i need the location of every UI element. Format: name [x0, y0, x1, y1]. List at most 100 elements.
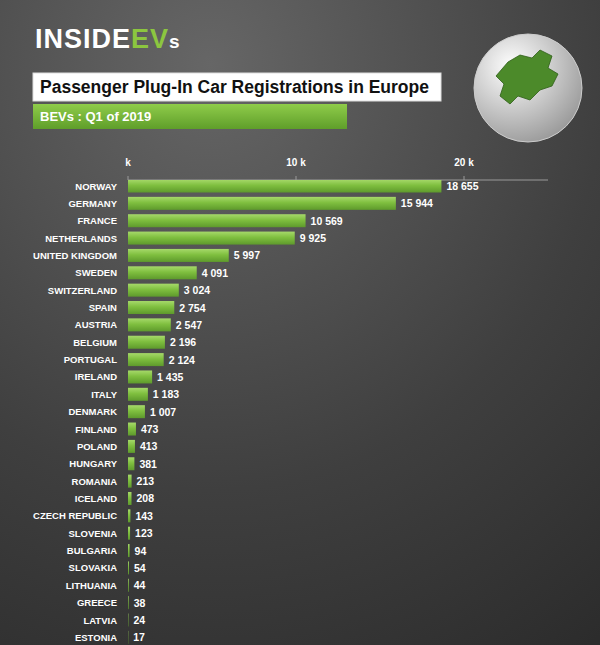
category-label: PORTUGAL: [64, 354, 118, 365]
data-label: 10 569: [311, 215, 343, 227]
x-tick-label: 20 k: [454, 157, 474, 168]
background: [0, 0, 600, 645]
bar: [128, 527, 130, 540]
labels: NORWAY 18 655 GERMANY 15 944 FRANCE 10 569 NET…: [33, 180, 479, 643]
data-label: 15 944: [401, 197, 433, 209]
category-label: FINLAND: [75, 424, 117, 435]
logo-part: EV: [131, 24, 169, 54]
data-label: 18 655: [446, 180, 478, 192]
logo: INSIDEEVs: [35, 24, 181, 54]
category-label: AUSTRIA: [75, 319, 117, 330]
globe-circle: [474, 34, 582, 142]
bar: [128, 440, 135, 453]
category-label: BELGIUM: [73, 337, 117, 348]
chart: INSIDEEVs Passenger Plug-In Car Registrat…: [0, 0, 600, 645]
category-label: GREECE: [77, 597, 117, 608]
bar: [128, 423, 136, 436]
category-label: SWEDEN: [75, 267, 117, 278]
category-label: NORWAY: [75, 181, 117, 192]
europe-shape: [496, 50, 558, 104]
data-label: 94: [135, 545, 147, 557]
title: Passenger Plug-In Car Registrations in E…: [40, 77, 429, 97]
bar: [128, 509, 130, 522]
category-label: ROMANIA: [72, 476, 118, 487]
data-label: 38: [134, 597, 146, 609]
x-tick-label: 10 k: [286, 157, 306, 168]
data-label: 2 754: [179, 302, 205, 314]
data-label: 473: [141, 423, 159, 435]
bar: [128, 631, 129, 644]
data-label: 413: [140, 440, 158, 452]
category-label: LITHUANIA: [66, 580, 117, 591]
category-label: SLOVENIA: [68, 528, 117, 539]
category-label: FRANCE: [77, 215, 117, 226]
x-tick: [128, 176, 129, 180]
data-label: 123: [135, 527, 153, 539]
category-label: ICELAND: [75, 493, 117, 504]
bar: [128, 561, 129, 574]
bar: [128, 614, 129, 627]
bar: [128, 284, 179, 297]
bar: [128, 388, 148, 401]
data-label: 44: [134, 579, 146, 591]
category-label: IRELAND: [75, 371, 117, 382]
bar: [128, 318, 171, 331]
bar: [128, 405, 145, 418]
x-tick-label: k: [125, 157, 131, 168]
bars: [128, 180, 441, 644]
bar: [128, 475, 132, 488]
category-label: UNITED KINGDOM: [33, 250, 117, 261]
data-label: 17: [133, 631, 145, 643]
bar: [128, 544, 130, 557]
data-label: 2 196: [170, 336, 196, 348]
subtitle: BEVs : Q1 of 2019: [40, 109, 151, 124]
data-label: 2 547: [176, 319, 202, 331]
bar: [128, 370, 152, 383]
data-label: 381: [139, 458, 157, 470]
bar: [128, 492, 131, 505]
data-label: 9 925: [300, 232, 326, 244]
bar: [128, 266, 197, 279]
bar: [128, 353, 164, 366]
data-label: 213: [137, 475, 155, 487]
category-label: POLAND: [77, 441, 117, 452]
data-label: 3 024: [184, 284, 210, 296]
bar: [128, 214, 306, 227]
category-label: SPAIN: [89, 302, 117, 313]
bar: [128, 197, 396, 210]
data-label: 24: [133, 614, 145, 626]
data-label: 4 091: [202, 267, 228, 279]
data-label: 2 124: [169, 354, 195, 366]
bar: [128, 596, 129, 609]
category-label: DENMARK: [68, 406, 117, 417]
bar: [128, 336, 165, 349]
bar: [128, 301, 174, 314]
category-label: HUNGARY: [69, 458, 117, 469]
data-label: 1 183: [153, 388, 179, 400]
bar: [128, 249, 229, 262]
data-label: 5 997: [234, 249, 260, 261]
logo-part: INSIDE: [35, 24, 131, 54]
title-box: [33, 73, 441, 101]
category-label: BULGARIA: [67, 545, 117, 556]
category-label: SLOVAKIA: [69, 562, 118, 573]
data-label: 208: [136, 492, 154, 504]
x-tick: [296, 176, 297, 180]
category-label: NETHERLANDS: [45, 233, 117, 244]
data-label: 143: [135, 510, 153, 522]
category-label: GERMANY: [68, 198, 117, 209]
category-label: SWITZERLAND: [48, 285, 117, 296]
data-label: 1 435: [157, 371, 183, 383]
category-label: CZECH REPUBLIC: [33, 510, 117, 521]
globe: [474, 34, 582, 142]
logo-part: s: [169, 31, 181, 52]
category-label: ESTONIA: [75, 632, 117, 643]
bar: [128, 232, 295, 245]
bar: [128, 457, 134, 470]
data-label: 1 007: [150, 406, 176, 418]
category-label: LATVIA: [83, 615, 117, 626]
category-label: ITALY: [91, 389, 118, 400]
bar: [128, 579, 129, 592]
bar: [128, 180, 441, 193]
data-label: 54: [134, 562, 146, 574]
